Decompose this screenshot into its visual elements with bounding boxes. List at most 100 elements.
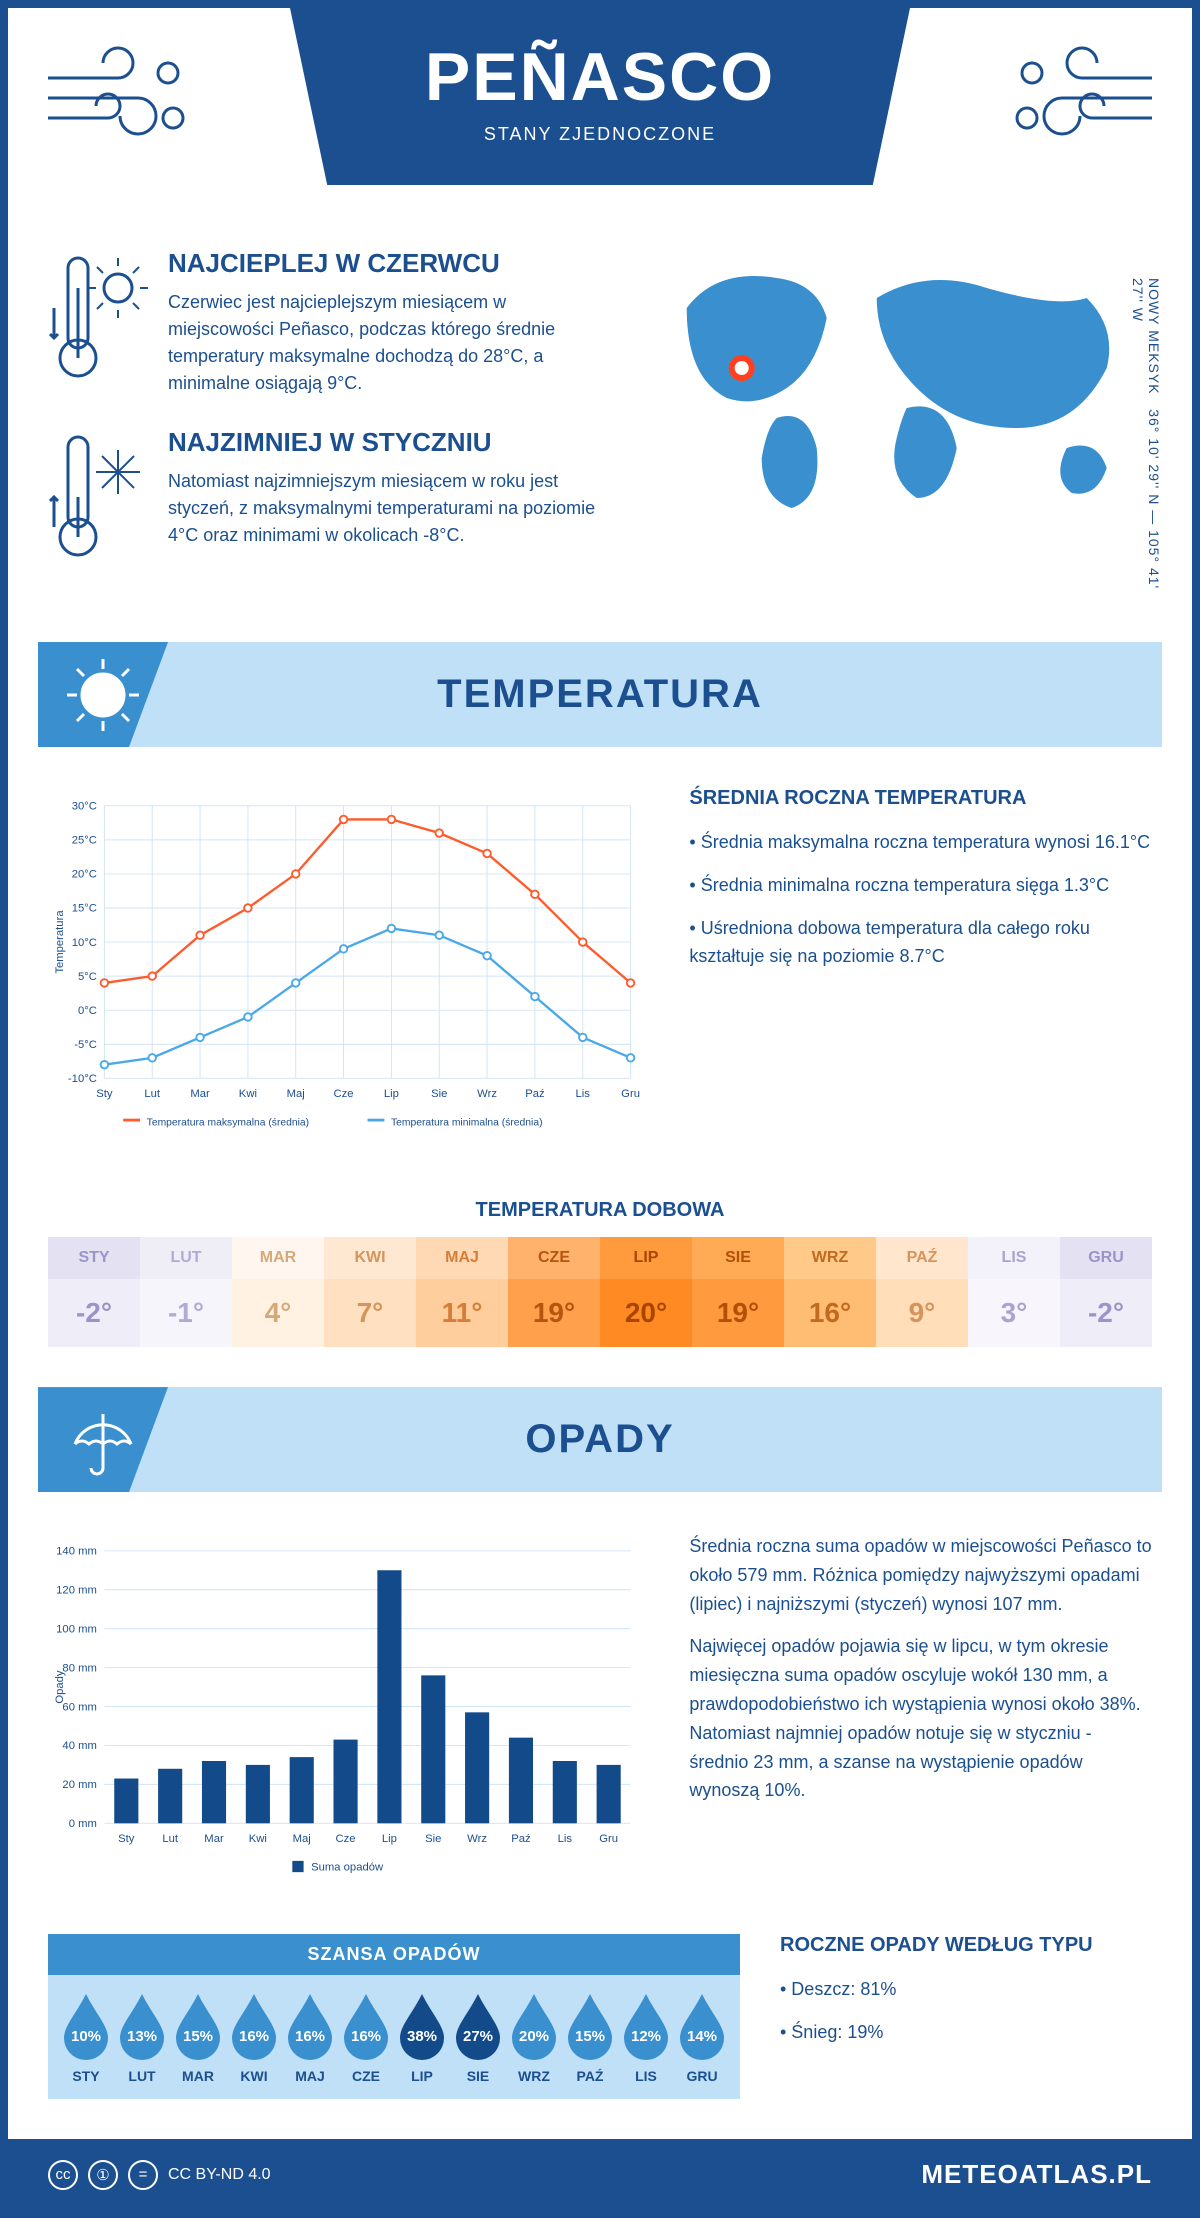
svg-text:Lut: Lut — [144, 1088, 161, 1100]
page: PEÑASCO STANY ZJEDNOCZONE NAJCIEPLEJ W C… — [0, 0, 1200, 2218]
svg-text:Kwi: Kwi — [249, 1833, 267, 1845]
nd-icon: = — [128, 2160, 158, 2190]
raindrop-icon: 38% — [394, 1990, 450, 2060]
temperature-header: TEMPERATURA — [38, 642, 1162, 747]
rain-header: OPADY — [38, 1387, 1162, 1492]
coldest-title: NAJZIMNIEJ W STYCZNIU — [168, 427, 611, 458]
cc-icon: cc — [48, 2160, 78, 2190]
warmest-block: NAJCIEPLEJ W CZERWCU Czerwiec jest najci… — [48, 248, 611, 397]
svg-text:Mar: Mar — [204, 1833, 224, 1845]
hero-banner: PEÑASCO STANY ZJEDNOCZONE — [290, 8, 910, 185]
svg-text:Sie: Sie — [425, 1833, 441, 1845]
rain-chance-cell: 16%CZE — [338, 1990, 394, 2084]
svg-text:0°C: 0°C — [78, 1005, 97, 1017]
coldest-block: NAJZIMNIEJ W STYCZNIU Natomiast najzimni… — [48, 427, 611, 572]
rain-chance-cell: 15%MAR — [170, 1990, 226, 2084]
coordinates-label: NOWY MEKSYK 36° 10' 29'' N — 105° 41' 27… — [1130, 278, 1162, 602]
warmest-title: NAJCIEPLEJ W CZERWCU — [168, 248, 611, 279]
raindrop-icon: 16% — [226, 1990, 282, 2060]
svg-text:Paź: Paź — [511, 1833, 531, 1845]
raindrop-icon: 14% — [674, 1990, 730, 2060]
raindrop-icon: 13% — [114, 1990, 170, 2060]
raindrop-icon: 15% — [170, 1990, 226, 2060]
svg-text:Lut: Lut — [162, 1833, 179, 1845]
rain-chart-row: 0 mm20 mm40 mm60 mm80 mm100 mm120 mm140 … — [8, 1492, 1192, 1934]
svg-text:20°C: 20°C — [72, 869, 97, 881]
temp-summary: ŚREDNIA ROCZNA TEMPERATURA • Średnia mak… — [689, 787, 1152, 1149]
rain-type-line-1: • Śnieg: 19% — [780, 2018, 1152, 2047]
raindrop-icon: 16% — [338, 1990, 394, 2060]
svg-text:Cze: Cze — [334, 1088, 354, 1100]
svg-text:Mar: Mar — [190, 1088, 210, 1100]
daily-cell: MAR4° — [232, 1237, 324, 1347]
svg-text:Gru: Gru — [621, 1088, 640, 1100]
svg-text:-5°C: -5°C — [74, 1039, 97, 1051]
umbrella-icon — [38, 1387, 168, 1492]
rain-chance-cell: 13%LUT — [114, 1990, 170, 2084]
daily-cell: PAŹ9° — [876, 1237, 968, 1347]
svg-text:Gru: Gru — [599, 1833, 618, 1845]
hero: PEÑASCO STANY ZJEDNOCZONE — [8, 8, 1192, 228]
svg-text:100 mm: 100 mm — [56, 1623, 97, 1635]
license-text: CC BY-ND 4.0 — [168, 2166, 271, 2184]
svg-text:10°C: 10°C — [72, 937, 97, 949]
temp-line-chart: -10°C-5°C0°C5°C10°C15°C20°C25°C30°CStyLu… — [48, 787, 649, 1149]
svg-text:Kwi: Kwi — [239, 1088, 257, 1100]
svg-text:Maj: Maj — [293, 1833, 311, 1845]
svg-text:25°C: 25°C — [72, 835, 97, 847]
rain-summary-p1: Średnia roczna suma opadów w miejscowośc… — [689, 1532, 1152, 1618]
wind-icon-left — [38, 38, 198, 158]
temp-bullet-2: • Uśredniona dobowa temperatura dla całe… — [689, 914, 1152, 972]
by-icon: ① — [88, 2160, 118, 2190]
daily-cell: STY-2° — [48, 1237, 140, 1347]
raindrop-icon: 10% — [58, 1990, 114, 2060]
rain-type-title: ROCZNE OPADY WEDŁUG TYPU — [780, 1934, 1152, 1957]
rain-chance-cell: 16%MAJ — [282, 1990, 338, 2084]
coldest-text: Natomiast najzimniejszym miesiącem w rok… — [168, 468, 611, 549]
temp-bullet-1: • Średnia minimalna roczna temperatura s… — [689, 871, 1152, 900]
brand-label: METEOATLAS.PL — [921, 2159, 1152, 2190]
rain-chance-cell: 38%LIP — [394, 1990, 450, 2084]
rain-type-summary: ROCZNE OPADY WEDŁUG TYPU • Deszcz: 81% •… — [780, 1934, 1152, 2099]
raindrop-icon: 16% — [282, 1990, 338, 2060]
raindrop-icon: 27% — [450, 1990, 506, 2060]
svg-text:Wrz: Wrz — [477, 1088, 497, 1100]
svg-text:30°C: 30°C — [72, 801, 97, 813]
svg-text:Suma opadów: Suma opadów — [311, 1861, 384, 1873]
world-map-icon — [641, 248, 1152, 528]
map-col: NOWY MEKSYK 36° 10' 29'' N — 105° 41' 27… — [641, 248, 1152, 602]
daily-cell: KWI7° — [324, 1237, 416, 1347]
rain-type-line-0: • Deszcz: 81% — [780, 1975, 1152, 2004]
svg-text:Lis: Lis — [558, 1833, 573, 1845]
svg-text:140 mm: 140 mm — [56, 1546, 97, 1558]
svg-text:-10°C: -10°C — [68, 1073, 97, 1085]
svg-text:0 mm: 0 mm — [69, 1818, 97, 1830]
license-block: cc ① = CC BY-ND 4.0 — [48, 2160, 271, 2190]
svg-text:120 mm: 120 mm — [56, 1585, 97, 1597]
wind-icon-right — [1002, 38, 1162, 158]
svg-text:60 mm: 60 mm — [62, 1701, 96, 1713]
daily-cell: GRU-2° — [1060, 1237, 1152, 1347]
rain-chance-cell: 15%PAŹ — [562, 1990, 618, 2084]
temp-chart-row: -10°C-5°C0°C5°C10°C15°C20°C25°C30°CStyLu… — [8, 747, 1192, 1189]
rain-summary-p2: Najwięcej opadów pojawia się w lipcu, w … — [689, 1632, 1152, 1805]
daily-cell: LUT-1° — [140, 1237, 232, 1347]
location-title: PEÑASCO — [310, 38, 890, 116]
svg-text:Temperatura: Temperatura — [54, 910, 66, 974]
rain-chance-cell: 20%WRZ — [506, 1990, 562, 2084]
temp-section-title: TEMPERATURA — [437, 672, 763, 716]
intro-text-col: NAJCIEPLEJ W CZERWCU Czerwiec jest najci… — [48, 248, 611, 602]
daily-cell: LIS3° — [968, 1237, 1060, 1347]
warmest-text: Czerwiec jest najcieplejszym miesiącem w… — [168, 289, 611, 397]
rain-section-title: OPADY — [525, 1417, 674, 1461]
svg-text:20 mm: 20 mm — [62, 1779, 96, 1791]
svg-text:Lip: Lip — [384, 1088, 399, 1100]
svg-text:Wrz: Wrz — [467, 1833, 487, 1845]
svg-text:80 mm: 80 mm — [62, 1662, 96, 1674]
rain-chance-cell: 16%KWI — [226, 1990, 282, 2084]
daily-temp-table: STY-2°LUT-1°MAR4°KWI7°MAJ11°CZE19°LIP20°… — [48, 1237, 1152, 1347]
svg-text:Maj: Maj — [287, 1088, 305, 1100]
svg-text:Paź: Paź — [525, 1088, 545, 1100]
raindrop-icon: 12% — [618, 1990, 674, 2060]
svg-text:Cze: Cze — [336, 1833, 356, 1845]
